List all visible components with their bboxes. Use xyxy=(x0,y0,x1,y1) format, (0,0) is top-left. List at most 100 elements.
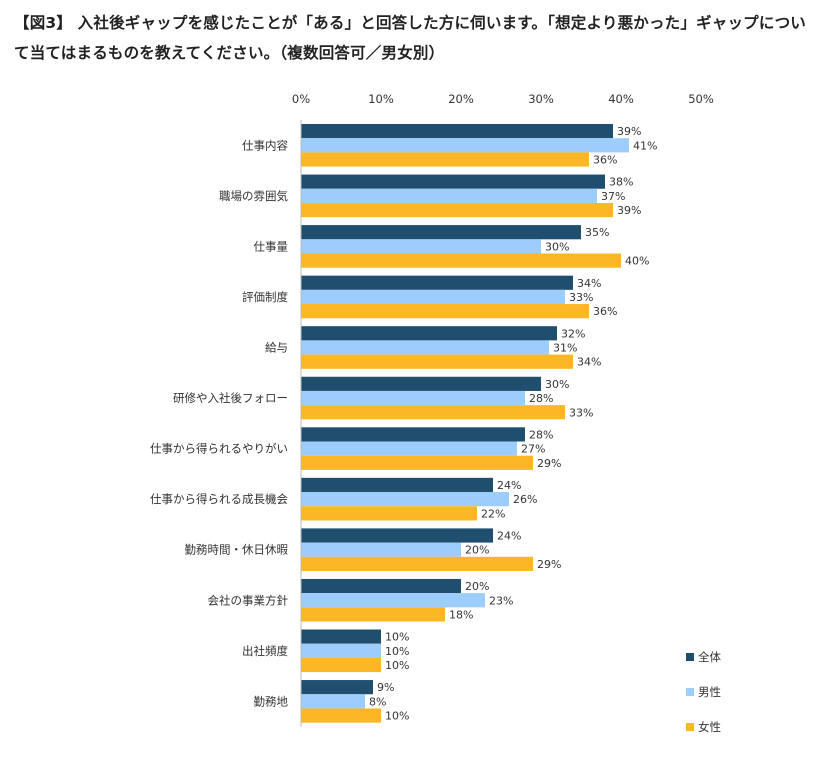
data-label: 10% xyxy=(385,645,409,658)
bar-仕事から得られるやりがい-全体 xyxy=(301,427,525,442)
x-tick-label: 40% xyxy=(608,92,634,106)
category-label: 仕事から得られるやりがい xyxy=(150,442,288,456)
category-label: 職場の雰囲気 xyxy=(219,189,288,203)
bar-仕事量-男性 xyxy=(301,239,541,254)
bar-勤務地-女性 xyxy=(301,708,381,723)
data-label: 22% xyxy=(481,507,505,520)
data-label: 20% xyxy=(465,544,489,557)
chart-title: 【図3】 入社後ギャップを感じたことが「ある」と回答した方に伺います。「想定より… xyxy=(14,14,806,62)
bar-仕事量-全体 xyxy=(301,225,581,240)
legend-swatch-全体 xyxy=(686,653,694,661)
legend-label: 男性 xyxy=(698,685,721,699)
bar-勤務時間・休日休暇-男性 xyxy=(301,542,461,557)
bar-出社頻度-女性 xyxy=(301,657,381,673)
category-labels: 仕事内容職場の雰囲気仕事量評価制度給与研修や入社後フォロー仕事から得られるやりが… xyxy=(150,138,288,708)
legend-label: 全体 xyxy=(698,650,721,664)
category-label: 仕事内容 xyxy=(242,138,288,152)
bars: 39%41%36%38%37%39%35%30%40%34%33%36%32%3… xyxy=(301,124,657,723)
category-label: 勤務地 xyxy=(254,694,289,708)
bar-給与-女性 xyxy=(301,354,573,369)
bar-評価制度-全体 xyxy=(301,275,573,290)
data-label: 28% xyxy=(529,428,553,441)
bar-仕事から得られる成長機会-全体 xyxy=(301,477,493,493)
bar-仕事から得られるやりがい-女性 xyxy=(301,455,533,470)
bar-勤務地-全体 xyxy=(301,680,373,695)
bar-仕事内容-女性 xyxy=(301,152,589,167)
data-label: 8% xyxy=(369,695,386,708)
bar-仕事量-女性 xyxy=(301,253,621,268)
bar-仕事から得られるやりがい-男性 xyxy=(301,441,517,456)
data-label: 36% xyxy=(593,154,617,167)
category-label: 出社頻度 xyxy=(242,644,288,658)
bar-仕事から得られる成長機会-女性 xyxy=(301,506,477,521)
bar-給与-男性 xyxy=(301,340,549,355)
bar-給与-全体 xyxy=(301,326,557,341)
bar-会社の事業方針-全体 xyxy=(301,578,461,594)
bar-勤務時間・休日休暇-全体 xyxy=(301,528,493,543)
bar-仕事内容-男性 xyxy=(301,138,629,153)
bar-研修や入社後フォロー-女性 xyxy=(301,405,565,420)
data-label: 9% xyxy=(377,681,394,694)
data-label: 33% xyxy=(569,406,593,419)
bar-評価制度-男性 xyxy=(301,289,565,305)
data-label: 39% xyxy=(617,204,641,217)
data-label: 18% xyxy=(449,608,473,621)
legend-swatch-女性 xyxy=(686,723,694,731)
data-label: 30% xyxy=(545,240,569,253)
bar-出社頻度-男性 xyxy=(301,643,381,658)
data-label: 41% xyxy=(633,139,657,152)
data-label: 26% xyxy=(513,493,537,506)
data-label: 24% xyxy=(497,479,521,492)
category-label: 会社の事業方針 xyxy=(208,593,289,607)
category-label: 評価制度 xyxy=(242,290,288,304)
x-tick-label: 50% xyxy=(688,92,714,106)
data-label: 30% xyxy=(545,378,569,391)
category-label: 仕事量 xyxy=(254,239,289,253)
category-label: 給与 xyxy=(265,341,288,355)
data-label: 20% xyxy=(465,580,489,593)
data-label: 29% xyxy=(537,558,561,571)
category-label: 研修や入社後フォロー xyxy=(173,391,288,405)
bar-研修や入社後フォロー-全体 xyxy=(301,376,541,391)
bar-研修や入社後フォロー-男性 xyxy=(301,390,525,406)
data-label: 34% xyxy=(577,356,601,369)
bar-職場の雰囲気-全体 xyxy=(301,174,605,189)
bar-勤務時間・休日休暇-女性 xyxy=(301,556,533,571)
bar-評価制度-女性 xyxy=(301,304,589,319)
bar-会社の事業方針-女性 xyxy=(301,607,445,622)
data-label: 36% xyxy=(593,305,617,318)
category-label: 勤務時間・休日休暇 xyxy=(185,543,289,557)
data-label: 34% xyxy=(577,277,601,290)
data-label: 31% xyxy=(553,342,577,355)
x-tick-label: 0% xyxy=(292,92,310,106)
data-label: 40% xyxy=(625,255,649,268)
data-label: 10% xyxy=(385,710,409,723)
data-label: 32% xyxy=(561,327,585,340)
category-label: 仕事から得られる成長機会 xyxy=(150,492,288,506)
bar-仕事から得られる成長機会-男性 xyxy=(301,492,509,507)
x-tick-label: 20% xyxy=(448,92,474,106)
data-label: 33% xyxy=(569,291,593,304)
data-label: 38% xyxy=(609,176,633,189)
x-axis-ticks: 0% 10% 20% 30% 40% 50% xyxy=(292,92,714,106)
data-label: 29% xyxy=(537,457,561,470)
data-label: 23% xyxy=(489,594,513,607)
legend-label: 女性 xyxy=(698,720,721,734)
bar-職場の雰囲気-女性 xyxy=(301,202,613,218)
bar-勤務地-男性 xyxy=(301,694,365,709)
data-label: 28% xyxy=(529,392,553,405)
data-label: 10% xyxy=(385,659,409,672)
data-label: 10% xyxy=(385,631,409,644)
data-label: 24% xyxy=(497,530,521,543)
data-label: 35% xyxy=(585,226,609,239)
bar-会社の事業方針-男性 xyxy=(301,593,485,608)
bar-出社頻度-全体 xyxy=(301,629,381,644)
data-label: 37% xyxy=(601,190,625,203)
bar-職場の雰囲気-男性 xyxy=(301,188,597,203)
x-tick-label: 30% xyxy=(528,92,554,106)
x-tick-label: 10% xyxy=(368,92,394,106)
data-label: 39% xyxy=(617,125,641,138)
data-label: 27% xyxy=(521,443,545,456)
